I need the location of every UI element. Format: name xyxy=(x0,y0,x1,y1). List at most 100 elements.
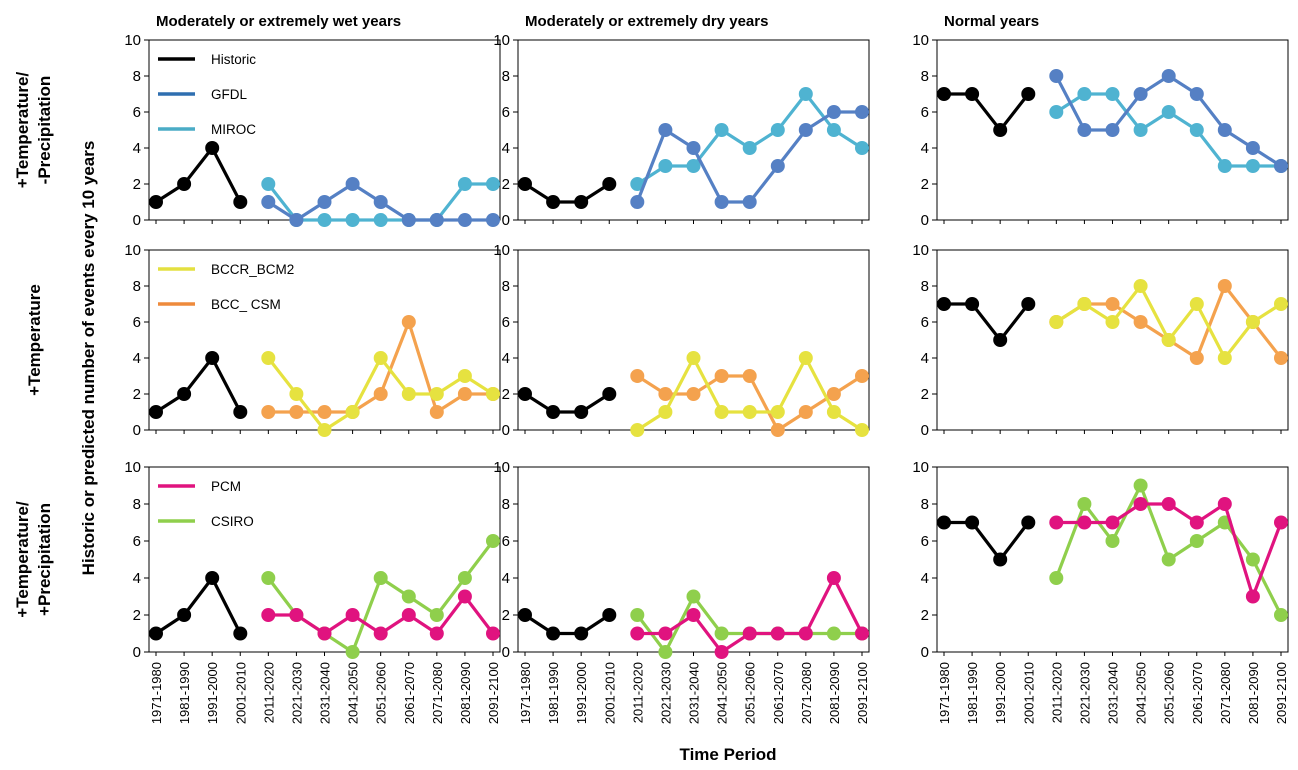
x-tick-label: 2041-2050 xyxy=(346,662,361,724)
y-tick-label: 8 xyxy=(133,278,141,295)
data-point xyxy=(1189,297,1204,311)
data-point xyxy=(1189,123,1204,137)
data-point xyxy=(1189,351,1204,365)
x-tick-label: 1971-1980 xyxy=(518,662,533,724)
data-point xyxy=(1077,297,1092,311)
data-point xyxy=(826,626,841,641)
y-tick-label: 8 xyxy=(921,68,929,85)
y-tick-label: 4 xyxy=(133,140,141,157)
x-tick-label: 1991-2000 xyxy=(205,662,220,724)
data-point xyxy=(457,213,472,227)
data-point xyxy=(373,351,388,365)
data-point xyxy=(1161,552,1176,567)
x-tick-label: 2071-2080 xyxy=(430,662,445,724)
y-tick-label: 2 xyxy=(502,386,510,403)
x-tick-label: 2011-2020 xyxy=(630,662,645,723)
data-point xyxy=(826,123,841,137)
y-tick-label: 0 xyxy=(502,212,510,229)
panel-r1-c2: 0 2 4 6 8 10 xyxy=(912,242,1289,439)
data-point xyxy=(937,297,951,311)
y-tick-label: 4 xyxy=(921,350,929,367)
data-point xyxy=(261,571,276,585)
data-point xyxy=(826,105,841,119)
y-tick-label: 4 xyxy=(921,140,929,157)
x-tick-label: 2001-2010 xyxy=(1021,662,1036,724)
data-point xyxy=(798,351,813,365)
data-point xyxy=(630,195,645,209)
data-point xyxy=(1049,69,1064,83)
series-line-gfdl xyxy=(1054,74,1282,168)
data-point xyxy=(993,552,1008,567)
data-point xyxy=(1274,515,1288,530)
y-tick-label: 10 xyxy=(912,32,929,49)
column-title: Moderately or extremely dry years xyxy=(525,13,768,30)
data-point xyxy=(457,177,472,191)
series-line-csiro xyxy=(636,594,862,654)
data-point xyxy=(658,387,673,401)
data-point xyxy=(742,405,757,419)
y-tick-label: 6 xyxy=(502,533,510,550)
data-point xyxy=(855,105,869,119)
data-point xyxy=(602,387,617,401)
data-point xyxy=(1105,315,1120,329)
x-tick-label: 2031-2040 xyxy=(687,662,702,724)
data-point xyxy=(1217,351,1232,365)
x-tick-label: 2001-2010 xyxy=(602,662,617,724)
data-point xyxy=(1161,333,1176,347)
row-label: +Temperature/ xyxy=(13,72,32,189)
data-point xyxy=(1049,515,1064,530)
x-tick-label: 2091-2100 xyxy=(1274,662,1289,724)
data-point xyxy=(233,405,248,419)
y-tick-label: 0 xyxy=(133,644,141,661)
x-tick-label: 2071-2080 xyxy=(1218,662,1233,724)
x-tick-label: 2021-2030 xyxy=(1077,662,1092,724)
x-tick-label: 2051-2060 xyxy=(743,662,758,724)
x-tick-label: 1981-1990 xyxy=(546,662,561,724)
plot-frame xyxy=(148,249,501,431)
x-tick-label: 2041-2050 xyxy=(1134,662,1149,724)
data-point xyxy=(149,626,163,641)
y-tick-label: 0 xyxy=(921,212,929,229)
data-point xyxy=(714,645,729,659)
y-tick-label: 0 xyxy=(921,422,929,439)
x-tick-label: 2031-2040 xyxy=(318,662,333,724)
data-point xyxy=(630,369,645,383)
y-tick-label: 4 xyxy=(921,570,929,587)
y-tick-label: 6 xyxy=(133,314,141,331)
series-line-historic xyxy=(155,146,242,204)
data-point xyxy=(149,195,163,209)
data-point xyxy=(770,626,785,641)
y-tick-label: 4 xyxy=(133,570,141,587)
legend-label: BCCR_BCM2 xyxy=(211,262,294,277)
data-point xyxy=(1217,279,1232,293)
data-point xyxy=(457,571,472,585)
data-point xyxy=(457,369,472,383)
panel-r0-c1: 0 2 4 6 8 10 xyxy=(493,32,870,229)
data-point xyxy=(686,159,701,173)
panel-r1-c0: 0 2 4 6 8 10 xyxy=(124,242,501,439)
y-tick-label: 4 xyxy=(133,350,141,367)
y-tick-label: 2 xyxy=(921,386,929,403)
data-point xyxy=(205,571,220,585)
data-point xyxy=(233,195,248,209)
data-point xyxy=(1021,297,1036,311)
data-point xyxy=(714,405,729,419)
data-point xyxy=(429,626,444,641)
data-point xyxy=(373,195,388,209)
series-line-historic xyxy=(155,356,242,414)
y-tick-label: 6 xyxy=(502,314,510,331)
data-point xyxy=(574,405,589,419)
y-tick-label: 2 xyxy=(133,176,141,193)
data-point xyxy=(1189,515,1204,530)
data-point xyxy=(742,626,757,641)
y-tick-label: 2 xyxy=(502,176,510,193)
y-tick-label: 8 xyxy=(921,278,929,295)
y-tick-label: 10 xyxy=(124,242,141,259)
data-point xyxy=(1049,105,1064,119)
data-point xyxy=(373,626,388,641)
series-line-historic xyxy=(524,613,611,636)
data-point xyxy=(714,626,729,641)
data-point xyxy=(937,515,951,530)
plot-frame xyxy=(936,249,1289,431)
data-point xyxy=(261,177,276,191)
